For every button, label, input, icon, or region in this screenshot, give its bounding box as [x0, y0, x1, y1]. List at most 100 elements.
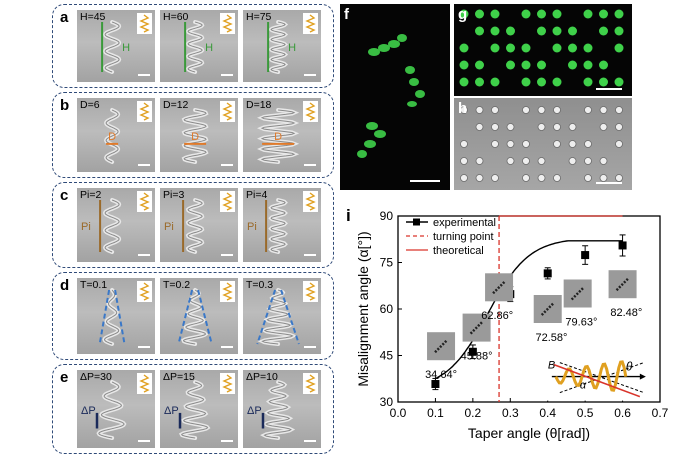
helix-in-micrograph [540, 302, 555, 316]
x-axis-label: Taper angle (θ[rad]) [468, 425, 590, 441]
micro-pillar [537, 157, 546, 165]
micro-pillar [522, 140, 530, 148]
x-tick-label: 0.3 [502, 406, 519, 420]
panel-label-e: e [60, 369, 69, 386]
sem-image-c-1: Pi=2 Pi [77, 188, 155, 262]
helix-in-micrograph [469, 320, 484, 335]
fluorescent-dot [537, 26, 546, 36]
micro-pillar [491, 174, 499, 182]
scale-bar [410, 180, 440, 182]
micro-pillar [615, 123, 623, 131]
dimension-label: D [108, 131, 117, 144]
x-tick-label: 0.4 [539, 406, 556, 420]
micro-pillar [584, 174, 592, 182]
helix-inset-icon [137, 13, 152, 34]
panel-d [52, 272, 334, 360]
fluorescent-dot [490, 26, 500, 36]
fluorescent-dot [583, 77, 593, 87]
x-tick-label: 0.6 [614, 406, 631, 420]
fluorescent-dot [490, 9, 500, 19]
dimension-label: H [288, 42, 297, 55]
fluorescent-dot [614, 9, 624, 19]
panel-e [52, 364, 334, 454]
y-tick-label: 30 [380, 395, 394, 409]
micro-pillar [553, 123, 561, 131]
helix-inset-icon [137, 191, 152, 212]
panel-label-i: i [346, 206, 351, 225]
micro-pillar [522, 106, 530, 114]
fluorescent-dot [599, 9, 608, 19]
helix-inset-icon [137, 373, 152, 394]
parameter-label: T=0.1 [80, 279, 108, 291]
sem-image-e-3: ΔP=10 ΔP [243, 370, 321, 448]
panel-b [52, 92, 334, 178]
scale-bar [304, 164, 316, 166]
sem-image-b-3: D=18 D [243, 98, 321, 172]
micro-pillar [491, 140, 499, 148]
parameter-label: D=18 [246, 99, 272, 111]
micro-pillar [475, 123, 484, 131]
micro-pillar [599, 157, 608, 165]
parameter-label: H=60 [163, 11, 189, 23]
data-point [468, 347, 477, 356]
scale-bar [138, 254, 150, 256]
micro-pillar [537, 174, 546, 182]
angle-annotation: 72.58° [535, 332, 567, 344]
micro-pillar [491, 106, 499, 114]
helix-structure [101, 20, 122, 74]
fluorescence-image-f [340, 4, 450, 190]
axis-arrowhead [639, 373, 646, 380]
sem-image-e-1: ΔP=30 ΔP [77, 370, 155, 448]
helix-inset-icon [303, 281, 318, 302]
helix-inset-icon [220, 101, 235, 122]
micro-pillar [584, 157, 592, 165]
micro-pillar [506, 140, 515, 148]
x-tick-label: 0.2 [465, 406, 482, 420]
micro-pillar [460, 157, 468, 165]
micro-pillar [475, 157, 484, 165]
fluorescent-dot [506, 43, 515, 53]
fluorescent-dot [475, 77, 484, 87]
data-point [618, 241, 627, 250]
parameter-label: H=45 [80, 11, 106, 23]
experimental-fit-line [435, 240, 623, 380]
fluorescent-dot-pattern [459, 9, 624, 87]
fluorescent-dot [506, 60, 515, 70]
x-tick-label: 0.7 [652, 406, 669, 420]
dimension-label: Pi [247, 221, 257, 234]
micro-pillar [460, 174, 468, 182]
helix-inset-icon [303, 373, 318, 394]
fluorescent-dot [568, 43, 577, 53]
y-axis-label: Misalignment angle (α[°]) [355, 231, 371, 386]
helix-inset-icon [303, 13, 318, 34]
alpha-label: α [580, 380, 587, 392]
micro-pillar [553, 174, 561, 182]
fluorescent-dot [521, 9, 531, 19]
fluorescent-dot [568, 60, 577, 70]
parameter-label: T=0.2 [163, 279, 191, 291]
helix-structure [260, 380, 296, 440]
helix-structure [99, 198, 122, 254]
helix-inset-icon [303, 191, 318, 212]
dimension-label: D [191, 131, 200, 144]
data-point [431, 380, 440, 389]
dimension-label: Pi [164, 221, 174, 234]
dimension-annotation [177, 289, 213, 345]
fluorescent-dot [475, 26, 484, 36]
x-tick-label: 0.1 [427, 406, 444, 420]
parameter-label: ΔP=30 [80, 371, 112, 383]
micro-pillar [537, 106, 546, 114]
helix-structure [182, 198, 205, 254]
fluorescent-dot [521, 60, 531, 70]
helix-structure [267, 20, 289, 74]
fluorescent-dot [599, 77, 608, 87]
sem-image-b-2: D=12 D [160, 98, 238, 172]
field-direction-line [553, 363, 641, 398]
scale-bar [138, 164, 150, 166]
fluorescence-image-g [454, 4, 632, 96]
micro-pillar [522, 157, 530, 165]
fluorescent-dot [614, 77, 624, 87]
dimension-label: D [274, 131, 283, 144]
helix-inset-icon [220, 373, 235, 394]
scale-bar [221, 440, 233, 442]
